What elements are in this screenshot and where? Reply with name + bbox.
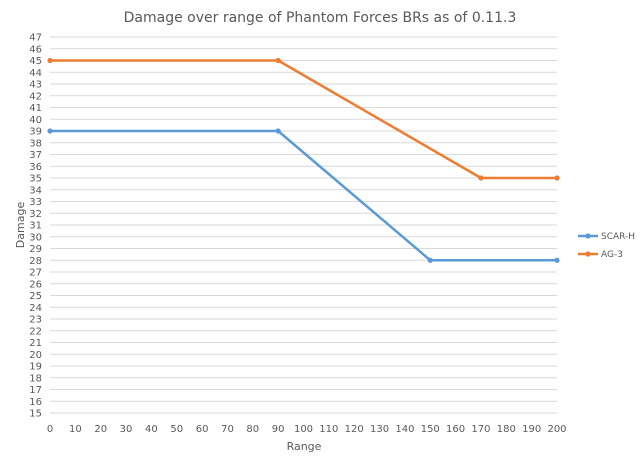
y-tick-label: 23 xyxy=(29,315,42,326)
x-tick-label: 0 xyxy=(47,424,53,435)
x-tick-label: 190 xyxy=(522,424,541,435)
chart-title: Damage over range of Phantom Forces BRs … xyxy=(124,10,517,26)
legend-label: SCAR-H xyxy=(601,232,635,242)
legend-marker xyxy=(585,251,591,257)
x-tick-label: 200 xyxy=(547,424,566,435)
y-tick-label: 47 xyxy=(29,33,42,44)
x-tick-label: 10 xyxy=(69,424,82,435)
y-tick-label: 37 xyxy=(29,150,42,161)
y-tick-label: 29 xyxy=(29,244,42,255)
y-tick-label: 41 xyxy=(29,103,42,114)
y-tick-label: 18 xyxy=(29,373,42,384)
y-tick-label: 33 xyxy=(29,197,42,208)
y-tick-label: 31 xyxy=(29,221,42,232)
x-tick-label: 30 xyxy=(120,424,133,435)
y-axis-title: Damage xyxy=(14,202,27,249)
data-point xyxy=(554,175,560,181)
x-tick-label: 40 xyxy=(145,424,158,435)
series-line-scar-h xyxy=(48,129,559,262)
y-tick-label: 21 xyxy=(29,338,42,349)
data-point xyxy=(47,57,53,64)
x-tick-label: 120 xyxy=(345,424,364,435)
y-tick-label: 35 xyxy=(29,174,42,185)
y-tick-label: 16 xyxy=(29,397,42,408)
tick-labels: 1516171819202122232425262728293031323334… xyxy=(29,33,566,436)
gridlines xyxy=(50,36,557,402)
x-tick-label: 70 xyxy=(221,424,234,435)
y-tick-label: 39 xyxy=(29,127,42,138)
data-point xyxy=(427,257,433,263)
y-tick-label: 40 xyxy=(29,115,42,126)
x-axis-title: Range xyxy=(287,440,322,453)
x-tick-label: 160 xyxy=(446,424,465,435)
x-tick-label: 150 xyxy=(421,424,440,435)
y-tick-label: 43 xyxy=(29,80,42,91)
y-tick-label: 38 xyxy=(29,138,42,149)
series-lines xyxy=(47,57,560,263)
y-tick-label: 27 xyxy=(29,268,42,279)
y-tick-label: 45 xyxy=(29,56,42,67)
y-tick-label: 44 xyxy=(29,68,42,79)
x-tick-label: 110 xyxy=(319,424,338,435)
data-point xyxy=(275,128,281,134)
series-line-ag-3 xyxy=(48,59,559,180)
y-tick-label: 42 xyxy=(29,91,42,102)
x-tick-label: 80 xyxy=(246,424,259,435)
y-tick-label: 30 xyxy=(29,232,42,243)
legend-label: AG-3 xyxy=(601,250,623,260)
y-tick-label: 19 xyxy=(29,362,42,373)
x-tick-label: 100 xyxy=(294,424,313,435)
y-tick-label: 22 xyxy=(29,326,42,337)
x-tick-label: 140 xyxy=(395,424,414,435)
y-tick-label: 25 xyxy=(29,291,42,302)
y-tick-label: 20 xyxy=(29,350,42,361)
y-tick-label: 17 xyxy=(29,385,42,396)
x-tick-label: 60 xyxy=(196,424,209,435)
x-tick-label: 20 xyxy=(94,424,107,435)
y-tick-label: 32 xyxy=(29,209,42,220)
legend-marker xyxy=(585,233,591,239)
y-tick-label: 36 xyxy=(29,162,42,173)
y-tick-label: 34 xyxy=(29,185,42,196)
y-tick-label: 46 xyxy=(29,44,42,55)
y-tick-label: 15 xyxy=(29,409,42,420)
data-point xyxy=(275,57,281,64)
x-tick-label: 170 xyxy=(471,424,490,435)
y-tick-label: 28 xyxy=(29,256,42,267)
data-point xyxy=(554,257,560,263)
x-tick-label: 90 xyxy=(272,424,285,435)
data-point xyxy=(47,128,53,134)
x-tick-label: 50 xyxy=(170,424,183,435)
x-tick-label: 180 xyxy=(497,424,516,435)
data-point xyxy=(478,175,484,181)
y-tick-label: 24 xyxy=(29,303,42,314)
legend: SCAR-H AG-3 xyxy=(578,232,635,260)
x-tick-label: 130 xyxy=(370,424,389,435)
y-tick-label: 26 xyxy=(29,279,42,290)
